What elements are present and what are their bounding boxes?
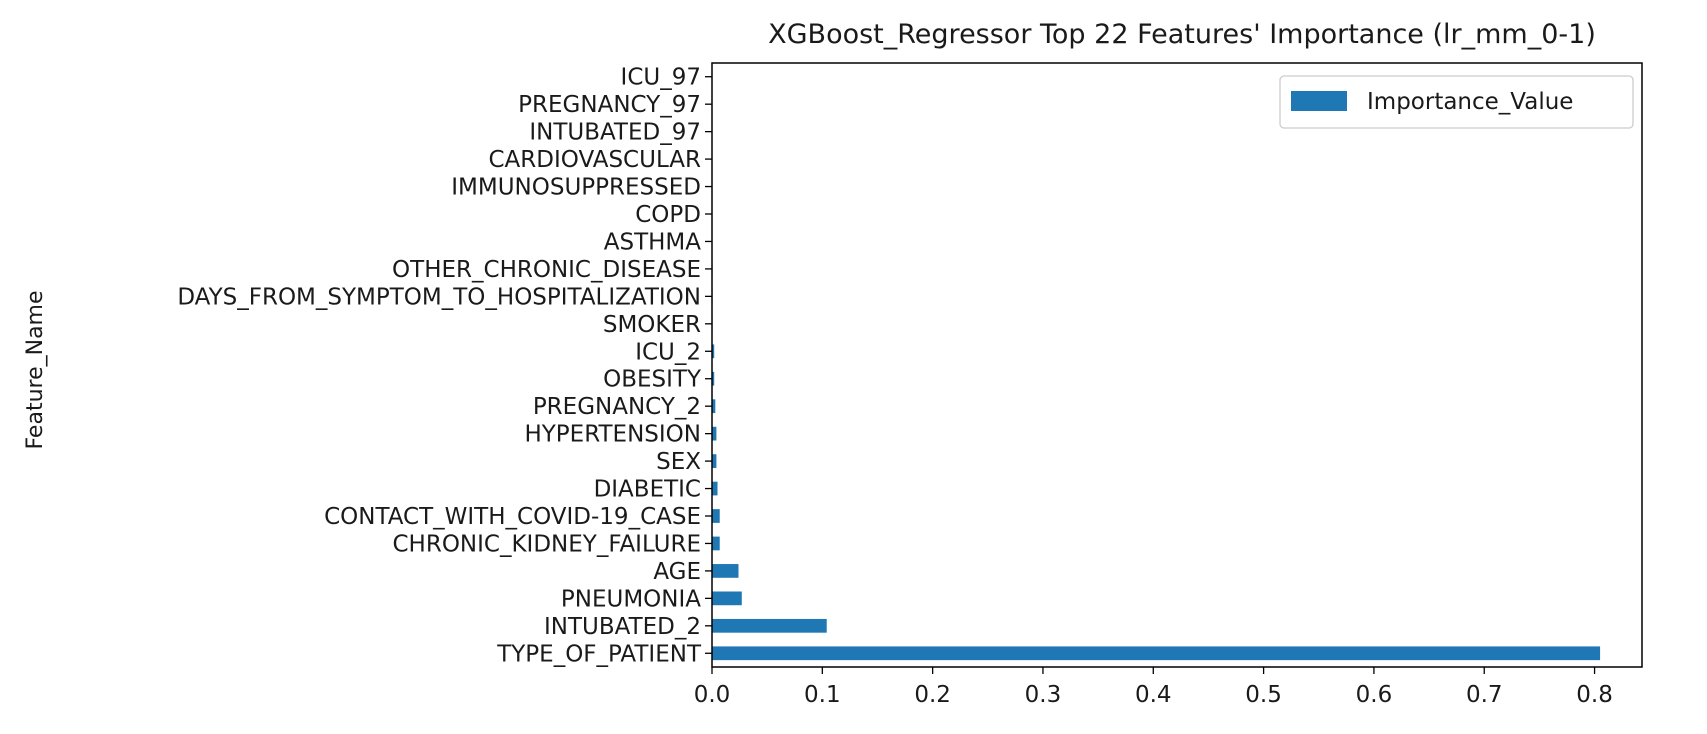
- y-tick-label: CARDIOVASCULAR: [488, 147, 701, 173]
- y-tick-label: SMOKER: [603, 312, 701, 338]
- bar: [712, 618, 827, 633]
- bar: [712, 399, 716, 414]
- x-tick-label: 0.6: [1356, 682, 1393, 708]
- x-tick-label: 0.5: [1245, 682, 1282, 708]
- y-tick-label: SEX: [656, 449, 701, 475]
- x-tick-label: 0.3: [1025, 682, 1062, 708]
- plot-frame: [711, 62, 1643, 668]
- y-tick-label: HYPERTENSION: [524, 422, 701, 448]
- bar: [712, 591, 742, 606]
- bar: [712, 426, 717, 441]
- y-tick-label: CONTACT_WITH_COVID-19_CASE: [324, 504, 701, 530]
- y-tick-label: CHRONIC_KIDNEY_FAILURE: [392, 531, 701, 557]
- y-tick-label: TYPE_OF_PATIENT: [496, 641, 702, 667]
- y-tick-label: AGE: [653, 559, 701, 585]
- bar: [712, 454, 717, 468]
- plot-area: TYPE_OF_PATIENTINTUBATED_2PNEUMONIAAGECH…: [177, 62, 1643, 708]
- y-tick-label: INTUBATED_97: [529, 120, 701, 146]
- x-tick-label: 0.0: [694, 682, 731, 708]
- y-tick-label: PREGNANCY_2: [533, 394, 701, 420]
- x-tick-label: 0.7: [1466, 682, 1503, 708]
- legend: Importance_Value: [1279, 75, 1634, 129]
- bar: [712, 481, 718, 496]
- chart-title: XGBoost_Regressor Top 22 Features' Impor…: [768, 19, 1596, 50]
- legend-label: Importance_Value: [1367, 89, 1573, 115]
- bar: [712, 564, 739, 578]
- x-tick-label: 0.4: [1135, 682, 1172, 708]
- y-tick-label: INTUBATED_2: [544, 614, 701, 640]
- bar: [712, 509, 720, 523]
- y-tick-label: ASTHMA: [604, 229, 702, 255]
- y-tick-label: ICU_2: [635, 339, 701, 365]
- y-tick-label: PNEUMONIA: [561, 586, 701, 612]
- bar: [712, 536, 720, 551]
- x-tick-label: 0.8: [1576, 682, 1613, 708]
- y-tick-label: COPD: [635, 202, 701, 228]
- y-tick-label: OTHER_CHRONIC_DISEASE: [392, 257, 701, 283]
- legend-box: [1279, 75, 1634, 129]
- y-tick-label: IMMUNOSUPPRESSED: [451, 175, 701, 201]
- bar: [712, 371, 715, 386]
- y-axis-label: Feature_Name: [23, 290, 48, 449]
- bar: [712, 344, 715, 359]
- bar: [712, 646, 1601, 661]
- y-tick-label: OBESITY: [603, 367, 702, 393]
- x-tick-label: 0.1: [804, 682, 841, 708]
- y-tick-label: DIABETIC: [594, 477, 701, 503]
- y-tick-label: ICU_97: [621, 65, 701, 91]
- x-tick-label: 0.2: [914, 682, 951, 708]
- y-tick-label: DAYS_FROM_SYMPTOM_TO_HOSPITALIZATION: [177, 284, 701, 310]
- y-tick-label: PREGNANCY_97: [518, 92, 701, 118]
- legend-swatch: [1291, 91, 1347, 111]
